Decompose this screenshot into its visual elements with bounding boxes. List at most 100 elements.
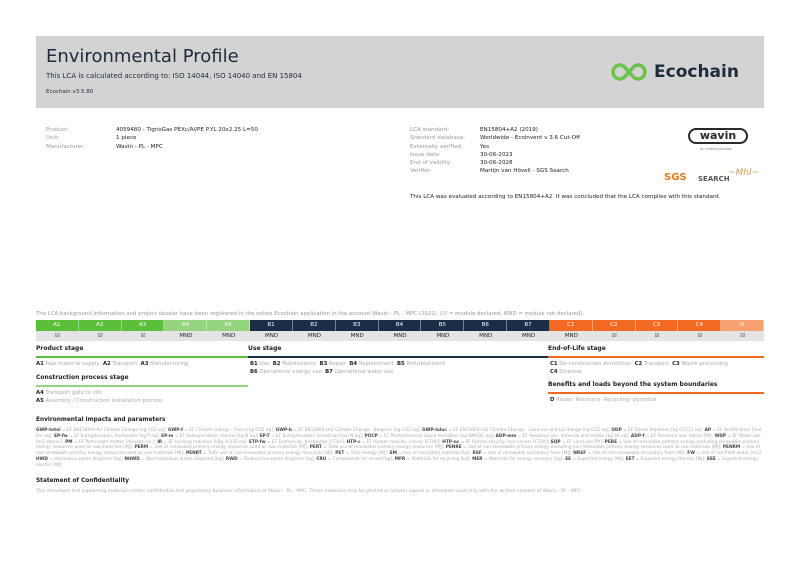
parameter-desc: EF EN15804+A2 Climate Change [kg CO2 eq]… — [66, 428, 167, 433]
parameter-abbr: RWD — [225, 456, 238, 462]
product-stage-modules: A1 Raw material supply A2 Transport A3 M… — [36, 361, 190, 369]
construction-stage-title: Construction process stage — [36, 374, 248, 387]
parameter-desc: EF Human toxicity, non-cancer [CTUh]; — [465, 439, 550, 445]
parameter-desc: Total energy [MJ]; — [350, 451, 389, 457]
parameter-desc: EF Human toxicity, cancer [CTUh]; — [366, 439, 441, 445]
module-a3: A3 ☑ — [121, 320, 165, 341]
module-status: ☑ — [678, 331, 722, 341]
module-status: ☑ — [592, 331, 636, 341]
module-code: B1 — [250, 361, 258, 367]
info-value: 1 piece — [116, 135, 137, 142]
module-b1: B1 MND — [250, 320, 293, 341]
parameter-desc: EF Acidification [mol H+ eq]; — [36, 428, 762, 439]
parameter-desc: Materials for recycling [kg]; — [411, 456, 471, 462]
module-code: B6 — [250, 368, 258, 375]
module-status: MND — [421, 331, 465, 341]
module-code: A2 — [78, 320, 122, 331]
parameter-abbr: EP-m — [161, 433, 174, 439]
infinity-chain-icon — [611, 63, 647, 81]
parameter-desc: Components for re-use [kg]; — [332, 456, 394, 462]
parameter-abbr: SM — [389, 451, 397, 457]
info-row: Issue date: 30-06-2023 — [410, 151, 580, 159]
parameter-abbr: GWP-luluc — [422, 428, 447, 433]
parameter-desc: Total use of renewable primary energy re… — [328, 445, 445, 451]
parameter-abbr: ETP-fw — [248, 439, 266, 445]
parameter-desc: EF Particulate matter [disease inc.]; — [78, 439, 156, 445]
product-stage-title: Product stage — [36, 345, 248, 358]
parameter-abbr: FW — [687, 451, 695, 457]
parameter-abbr: ODP — [611, 428, 622, 433]
parameter-desc: Use of non-renewable primary energy excl… — [468, 445, 722, 451]
module-code: A4 — [36, 390, 44, 396]
module-code: A3 — [140, 361, 149, 367]
beyond-stage-title: Benefits and loads beyond the system bou… — [548, 381, 764, 394]
parameter-abbr: AP — [704, 428, 712, 433]
module-b3: B3 MND — [335, 320, 379, 341]
parameter-desc: Radioactive waste disposed [kg]; — [243, 456, 315, 462]
parameter-abbr: GWP-b — [275, 428, 292, 433]
module-code: A2 — [102, 361, 111, 367]
module-b6: B6 MND — [464, 320, 508, 341]
confidentiality-text: This document and supporting material co… — [36, 489, 583, 494]
module-description: Refurbishment — [406, 361, 446, 367]
module-a1: A1 ☑ — [36, 320, 79, 341]
module-code: C2 — [592, 320, 636, 331]
parameter-abbr: CRU — [316, 456, 327, 462]
module-description: Assembly / Construction installation pro… — [45, 397, 163, 404]
parameter-abbr: PET — [335, 451, 345, 457]
parameter-abbr: MFR — [394, 456, 406, 462]
lca-info: LCA standard: EN15804+A2 (2019) Standard d… — [410, 126, 580, 176]
module-description: Use — [259, 361, 270, 367]
sgs-logo: SGS — [664, 172, 687, 183]
module-status: MND — [378, 331, 422, 341]
module-c1: C1 MND — [549, 320, 593, 341]
parameter-desc: EF Ecotoxicity, freshwater [CTUe]; — [271, 439, 346, 445]
info-value: 30-06-2028 — [480, 160, 513, 167]
parameter-abbr: PERE — [604, 439, 618, 445]
module-c4: C4 ☑ — [678, 320, 722, 341]
module-description: Manufacturing — [150, 361, 189, 367]
module-code: D — [550, 397, 555, 403]
module-code: B4 — [378, 320, 422, 331]
parameter-abbr: MER — [472, 456, 483, 462]
parameter-abbr: NHWD — [124, 456, 140, 462]
parameter-abbr: HTP-nc — [442, 439, 460, 445]
parameter-abbr: EE — [565, 456, 572, 462]
parameter-desc: Use of renewable secondary fuels [MJ]; — [488, 451, 572, 457]
parameter-abbr: HWD — [36, 456, 48, 462]
module-b5: B5 MND — [421, 320, 465, 341]
info-label: Manufacturer: — [46, 143, 86, 150]
module-description: Operational energy use — [259, 368, 322, 375]
parameter-desc: EF EN15804+A2 Climate Change - Land use … — [453, 428, 610, 433]
product-info: Product: 4059480 - TigrisGas PEXc/Al/PE P… — [46, 126, 258, 151]
parameter-desc: EF Ozone depletion [kg CFC11 eq]; — [628, 428, 704, 433]
parameter-desc: EF Photochemical ozone formation [kg NMV… — [383, 433, 495, 439]
module-status: ☑ — [721, 331, 765, 341]
module-code: B7 — [507, 320, 550, 331]
info-label: Externally verified: — [410, 143, 463, 150]
info-row: End of validity: 30-06-2028 — [410, 159, 580, 167]
parameter-abbr: WDP — [714, 433, 727, 439]
parameter-abbr: PENRM — [722, 445, 741, 451]
parameter-desc: Non-hazardous waste disposed [kg]; — [146, 456, 225, 462]
registration-note: The LCA background information and proje… — [36, 311, 585, 317]
parameter-desc: Hazardous waste disposed [kg]; — [54, 456, 123, 462]
construction-stage-modules: A4 Transport gate to site A5 Assembly / C… — [36, 390, 165, 405]
info-row: Unit: 1 piece — [46, 134, 258, 142]
parameter-abbr: GWP-total — [36, 428, 61, 433]
parameter-abbr: SQP — [550, 439, 561, 445]
parameter-abbr: ADP-f — [630, 433, 645, 439]
module-description: Transport — [112, 361, 138, 367]
parameter-desc: EF Eutrophication, freshwater [kg P eq]; — [74, 433, 160, 439]
module-description: Raw material supply — [45, 361, 100, 367]
module-b4: B4 MND — [378, 320, 422, 341]
verifier-signature: ~Mhl~ — [728, 168, 760, 178]
module-description: Disposal — [559, 368, 582, 375]
wavin-tagline: An Orbia business — [700, 147, 732, 151]
info-row: LCA standard: EN15804+A2 (2019) — [410, 126, 580, 134]
module-description: Maintenance — [282, 361, 317, 367]
eol-stage-modules: C1 De-construction demolition C2 Transpo… — [550, 361, 762, 376]
module-status: MND — [549, 331, 593, 341]
parameter-abbr: PERM — [134, 445, 149, 451]
info-row: Product: 4059480 - TigrisGas PEXc/Al/PE P… — [46, 126, 258, 134]
